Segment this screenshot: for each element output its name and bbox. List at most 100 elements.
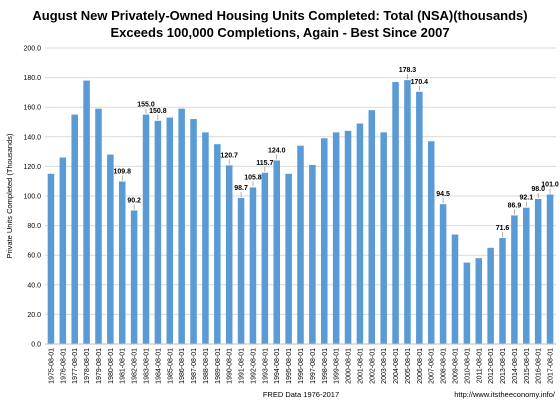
bar xyxy=(225,165,233,344)
bar xyxy=(332,132,340,344)
x-tick-label: 1976-08-01 xyxy=(60,348,67,384)
bar xyxy=(451,234,459,344)
x-tick-label: 2006-08-01 xyxy=(417,348,424,384)
x-tick-label: 2010-08-01 xyxy=(464,348,471,384)
x-tick-label: 1999-08-01 xyxy=(334,348,341,384)
data-label: 178.3 xyxy=(399,67,417,74)
data-label: 92.1 xyxy=(519,195,533,202)
bar xyxy=(534,198,542,344)
data-label: 124.0 xyxy=(268,147,286,154)
bar xyxy=(285,173,292,344)
bar xyxy=(95,108,102,345)
bar xyxy=(380,132,387,344)
bar xyxy=(475,258,483,344)
bar xyxy=(83,80,90,344)
y-axis-ticks: 0.0 20.0 40.0 60.0 80.0 100.0 120.0 140.0 160.0 1… xyxy=(23,46,41,349)
x-tick-label: 1987-08-01 xyxy=(191,348,198,384)
x-tick-label: 2008-08-01 xyxy=(441,348,448,384)
x-tick-label: 1986-08-01 xyxy=(179,348,186,384)
data-label: 155.0 xyxy=(137,102,155,109)
data-label: 98.0 xyxy=(531,186,545,193)
x-tick-label: 2005-08-01 xyxy=(405,348,412,384)
y-tick-label: 80.0 xyxy=(27,223,41,230)
x-tick-label: 1985-08-01 xyxy=(167,348,174,384)
bar xyxy=(487,247,494,344)
bar xyxy=(320,138,328,344)
y-tick-label: 180.0 xyxy=(23,75,41,82)
data-label: 101.0 xyxy=(541,182,559,189)
x-tick-label: 2009-08-01 xyxy=(452,348,459,384)
x-tick-label: 2016-08-01 xyxy=(536,348,543,384)
x-tick-label: 2012-08-01 xyxy=(488,348,495,384)
data-label: 150.8 xyxy=(149,108,167,115)
x-tick-label: 2011-08-01 xyxy=(476,348,483,383)
x-tick-label: 1995-08-01 xyxy=(286,348,293,384)
bar xyxy=(297,145,304,344)
x-tick-label: 1994-08-01 xyxy=(274,348,281,384)
x-tick-label: 1997-08-01 xyxy=(310,348,317,384)
x-tick-label: 1980-08-01 xyxy=(108,348,115,384)
x-tick-label: 2001-08-01 xyxy=(357,348,364,384)
x-tick-label: 1996-08-01 xyxy=(298,348,305,384)
bar xyxy=(118,181,126,344)
x-tick-label: 2015-08-01 xyxy=(524,348,531,384)
x-tick-label: 1982-08-01 xyxy=(132,348,139,384)
bar xyxy=(427,141,435,344)
bar xyxy=(439,204,447,344)
y-tick-label: 0.0 xyxy=(31,342,41,349)
bar xyxy=(107,154,114,344)
bar xyxy=(416,91,423,344)
bar xyxy=(261,172,269,344)
x-tick-label: 1992-08-01 xyxy=(250,348,257,384)
bar xyxy=(463,262,471,344)
data-label: 71.6 xyxy=(496,225,510,232)
bar xyxy=(499,238,506,344)
x-tick-label: 2004-08-01 xyxy=(393,348,400,384)
x-tick-label: 2000-08-01 xyxy=(346,348,353,384)
chart-title: August New Privately-Owned Housing Units… xyxy=(32,8,527,23)
x-tick-label: 2002-08-01 xyxy=(369,348,376,384)
bar xyxy=(511,215,518,344)
x-tick-label: 2007-08-01 xyxy=(429,348,436,384)
bar xyxy=(71,114,78,344)
bar xyxy=(249,187,257,344)
bar xyxy=(47,173,55,344)
y-tick-label: 160.0 xyxy=(23,105,41,112)
bars xyxy=(47,80,554,345)
bar xyxy=(392,82,399,344)
x-tick-label: 1989-08-01 xyxy=(215,348,222,384)
x-tick-label: 1984-08-01 xyxy=(155,348,162,384)
x-tick-label: 1975-08-01 xyxy=(48,348,55,384)
bar xyxy=(309,164,316,344)
x-tick-label: 1998-08-01 xyxy=(322,348,329,384)
data-label: 115.7 xyxy=(256,160,273,167)
bar xyxy=(178,108,185,345)
x-tick-label: 1979-08-01 xyxy=(96,348,103,384)
y-tick-label: 20.0 xyxy=(27,312,41,319)
bar xyxy=(273,160,281,344)
x-tick-label: 1981-08-01 xyxy=(120,348,127,384)
bar xyxy=(130,210,138,344)
y-tick-label: 60.0 xyxy=(27,253,41,260)
x-axis-ticks: 1975-08-01 1976-08-01 1977-08-01 1978-08-01… xyxy=(48,348,554,384)
source-credit: http://www.itstheeconomy.info/ xyxy=(454,390,556,399)
bar xyxy=(344,130,352,344)
data-label: 170.4 xyxy=(411,79,429,86)
y-tick-label: 100.0 xyxy=(23,194,41,201)
bar xyxy=(142,114,150,344)
bar xyxy=(404,80,411,344)
x-tick-label: 1993-08-01 xyxy=(262,348,269,384)
x-tick-label: 1988-08-01 xyxy=(203,348,210,384)
x-tick-label: 2003-08-01 xyxy=(381,348,388,384)
x-tick-label: 1977-08-01 xyxy=(72,348,79,384)
data-label: 120.7 xyxy=(220,152,238,159)
x-tick-label: 1991-08-01 xyxy=(239,348,246,384)
y-tick-label: 140.0 xyxy=(23,134,41,141)
bar xyxy=(166,117,174,344)
y-axis-title: Private Units Completed (Thousands) xyxy=(5,133,14,259)
x-tick-label: 1983-08-01 xyxy=(144,348,151,384)
bar xyxy=(154,120,162,344)
